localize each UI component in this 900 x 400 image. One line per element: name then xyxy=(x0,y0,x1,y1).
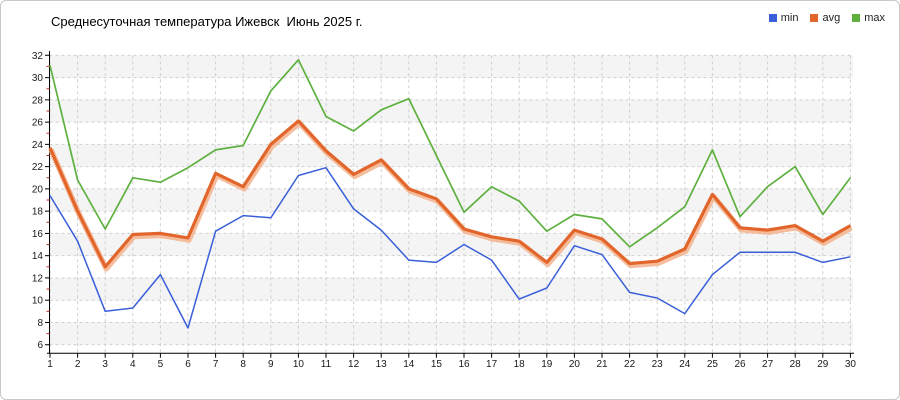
series-min-line xyxy=(49,166,851,329)
chart-title: Среднесуточная температура Ижевск Июнь 2… xyxy=(51,14,363,29)
band xyxy=(49,55,853,78)
legend-label-min: min xyxy=(780,12,799,24)
y-tick-label: 8 xyxy=(37,318,43,329)
x-tick-label: 22 xyxy=(624,359,636,370)
x-tick-label: 18 xyxy=(514,359,526,370)
band xyxy=(49,322,853,345)
y-axis-ticks: 32 30 28 26 24 22 20 18 16 14 12 10 8 6 xyxy=(32,51,50,351)
y-tick-label: 16 xyxy=(32,229,44,240)
x-tick-label: 15 xyxy=(431,359,443,370)
y-tick-label: 28 xyxy=(32,95,44,106)
y-tick-label: 24 xyxy=(32,140,44,151)
legend-swatch-min-icon xyxy=(768,14,777,22)
x-tick-label: 17 xyxy=(486,359,498,370)
x-tick-label: 16 xyxy=(458,359,470,370)
x-tick-label: 14 xyxy=(403,359,415,370)
y-minor-ticks xyxy=(46,65,50,335)
band xyxy=(49,99,853,123)
band xyxy=(49,233,853,256)
background-bands xyxy=(49,55,853,345)
y-tick-label: 6 xyxy=(37,340,43,351)
x-tick-label: 11 xyxy=(321,359,332,370)
legend-label-avg: avg xyxy=(822,12,841,24)
legend-swatch-max-icon xyxy=(852,14,861,22)
y-tick-label: 14 xyxy=(32,251,44,262)
y-tick-label: 32 xyxy=(32,51,44,62)
band xyxy=(49,144,853,167)
x-tick-label: 28 xyxy=(790,359,802,370)
x-tick-label: 6 xyxy=(185,359,191,370)
legend-item-max: max xyxy=(852,12,885,24)
axes xyxy=(47,51,854,354)
x-tick-label: 26 xyxy=(734,359,746,370)
x-tick-label: 7 xyxy=(213,359,219,370)
x-axis-ticks: 1 2 3 4 5 6 7 8 9 10 11 12 13 14 15 16 17 18 19 20 21 22 23 24 2… xyxy=(47,353,856,370)
y-tick-label: 30 xyxy=(32,73,44,84)
legend-item-avg: avg xyxy=(810,12,840,24)
gridlines xyxy=(49,54,853,354)
x-tick-label: 29 xyxy=(817,359,829,370)
chart-legend: min avg max xyxy=(768,12,885,24)
x-tick-label: 10 xyxy=(293,359,305,370)
series-avg-line xyxy=(48,119,852,269)
x-tick-label: 5 xyxy=(158,359,164,370)
x-tick-label: 19 xyxy=(541,359,553,370)
legend-swatch-avg-icon xyxy=(810,14,819,22)
y-tick-label: 26 xyxy=(32,118,44,129)
x-tick-label: 8 xyxy=(240,359,246,370)
x-tick-label: 4 xyxy=(130,359,136,370)
x-tick-label: 1 xyxy=(47,359,53,370)
x-tick-label: 24 xyxy=(679,359,691,370)
band xyxy=(49,188,853,212)
x-tick-label: 12 xyxy=(348,359,360,370)
x-tick-label: 27 xyxy=(762,359,774,370)
band xyxy=(49,277,853,301)
y-tick-label: 20 xyxy=(32,184,44,195)
y-tick-label: 22 xyxy=(32,162,44,173)
x-tick-label: 23 xyxy=(652,359,664,370)
x-tick-label: 2 xyxy=(75,359,81,370)
x-tick-label: 21 xyxy=(596,359,608,370)
x-tick-label: 3 xyxy=(102,359,108,370)
x-tick-label: 30 xyxy=(845,359,857,370)
x-tick-label: 13 xyxy=(376,359,388,370)
y-tick-label: 18 xyxy=(32,207,44,218)
y-tick-label: 12 xyxy=(32,273,44,284)
y-tick-label: 10 xyxy=(32,296,44,307)
x-tick-label: 25 xyxy=(707,359,719,370)
legend-label-max: max xyxy=(864,12,885,24)
x-tick-label: 20 xyxy=(569,359,581,370)
series-max-line xyxy=(49,58,852,248)
legend-item-min: min xyxy=(768,12,799,24)
x-tick-label: 9 xyxy=(268,359,274,370)
